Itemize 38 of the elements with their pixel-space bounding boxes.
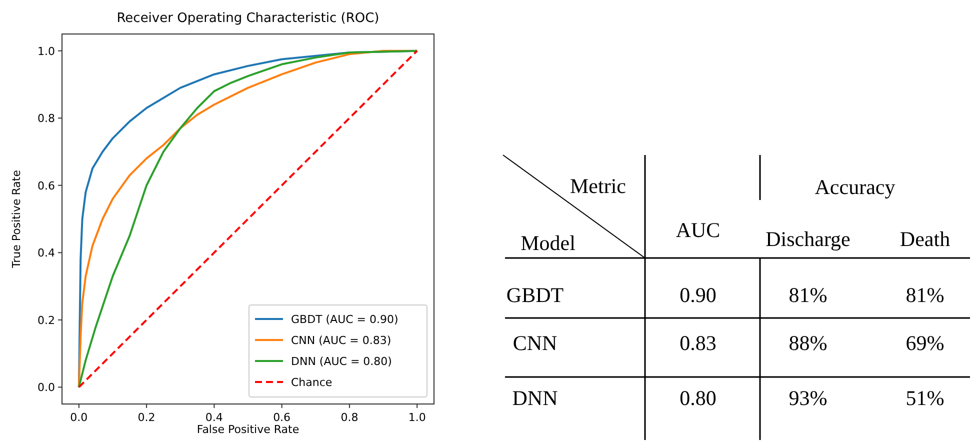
y-tick-label: 0.2 bbox=[38, 314, 55, 327]
y-tick-label: 0.8 bbox=[38, 112, 55, 126]
y-tick-label: 1.0 bbox=[38, 44, 55, 58]
x-tick-label: 0.6 bbox=[273, 411, 291, 424]
text: 81% bbox=[906, 283, 944, 307]
y-axis-title: True Positive Rate bbox=[10, 170, 23, 269]
text: 93% bbox=[788, 386, 828, 410]
legend-label: DNN (AUC = 0.80) bbox=[291, 355, 392, 368]
y-tick-label: 0.6 bbox=[38, 179, 55, 192]
text: Accuracy bbox=[814, 175, 896, 199]
legend-label: GBDT (AUC = 0.90) bbox=[291, 313, 398, 326]
text: 0.83 bbox=[680, 331, 716, 355]
line-series bbox=[78, 50, 418, 388]
chart-title: Receiver Operating Characteristic (ROC) bbox=[116, 11, 380, 26]
text: Model bbox=[520, 231, 576, 255]
text: GBDT bbox=[506, 283, 564, 307]
x-tick-label: 1.0 bbox=[408, 411, 426, 424]
text: 51% bbox=[906, 386, 944, 410]
text: DNN bbox=[512, 386, 558, 410]
legend-label: CNN (AUC = 0.83) bbox=[291, 334, 392, 347]
text: 0.90 bbox=[680, 283, 716, 307]
legend-label: Chance bbox=[291, 376, 332, 389]
text: Discharge bbox=[766, 227, 850, 251]
x-tick-label: 0.8 bbox=[340, 411, 358, 424]
text: Death bbox=[900, 227, 951, 251]
text: 0.80 bbox=[680, 386, 716, 410]
x-tick-label: 0.0 bbox=[70, 411, 88, 424]
text: 81% bbox=[788, 283, 828, 307]
x-axis-title: False Positive Rate bbox=[196, 423, 300, 436]
text: AUC bbox=[676, 218, 720, 242]
y-tick-label: 0.4 bbox=[38, 246, 55, 260]
x-tick-label: 0.2 bbox=[138, 411, 156, 424]
text: Metric bbox=[570, 174, 626, 198]
text: CNN bbox=[512, 331, 558, 355]
text: 69% bbox=[906, 331, 944, 355]
y-tick-label: 0.0 bbox=[38, 381, 55, 394]
x-tick-label: 0.4 bbox=[205, 411, 223, 424]
text: 88% bbox=[788, 331, 828, 355]
